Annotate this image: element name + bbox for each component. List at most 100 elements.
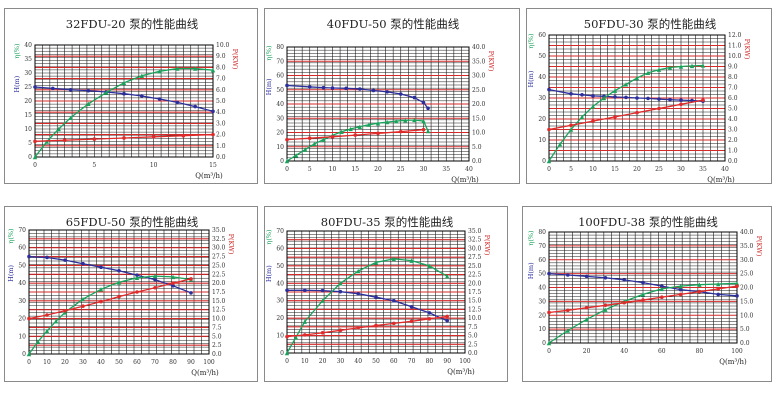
head-point xyxy=(635,96,639,100)
y-right-tick-label: 17.5 xyxy=(212,289,226,296)
power-point xyxy=(330,134,335,139)
eff-point xyxy=(366,122,372,127)
head-point xyxy=(356,291,360,296)
eff-point xyxy=(26,351,32,357)
head-point xyxy=(338,289,343,294)
y-right-tick-label: 7.0 xyxy=(216,76,226,83)
y-right-tick-label: 12.5 xyxy=(468,306,482,313)
eff-point xyxy=(612,88,618,93)
y-left-tick-label: 60 xyxy=(18,245,26,252)
y-right-tick-label: 3.0 xyxy=(216,120,226,127)
power-point xyxy=(33,139,37,144)
y-left-tick-label: 50 xyxy=(18,262,26,269)
power-point xyxy=(62,138,67,142)
eff-point xyxy=(697,282,702,287)
head-point xyxy=(135,273,139,277)
x-tick-label: 40 xyxy=(721,166,729,173)
y-left-tick-label: 60 xyxy=(276,73,284,80)
head-point xyxy=(392,298,396,303)
power-point xyxy=(716,287,720,291)
chart-svg: 50FDU-30 泵的性能曲线01020304050600.01.02.03.0… xyxy=(527,17,751,184)
x-tick-label: 70 xyxy=(408,358,416,365)
y-right-tick-label: 20.0 xyxy=(472,101,486,108)
x-tick-label: 15 xyxy=(209,162,217,169)
eff-point xyxy=(53,319,59,324)
eff-point xyxy=(134,275,140,281)
power-point xyxy=(678,292,683,297)
grid xyxy=(286,230,466,354)
plot-frame xyxy=(286,46,470,162)
chart-panel: 40FDU-50 泵的性能曲线 0 10 20 30 40 50 60 70 80 0.0 5.0 10… xyxy=(264,8,520,184)
chart-svg: 32FDU-20 泵的性能曲线 0 5 10 15 20 25 30 35 40 0.0 1.0 2.0… xyxy=(13,17,239,180)
eff-point xyxy=(584,317,589,322)
y-right-tick-label: 22.5 xyxy=(212,271,226,278)
x-tick-label: 15 xyxy=(351,166,359,173)
eff-point xyxy=(590,104,596,109)
y-right-tick-label: 10.0 xyxy=(468,315,482,322)
x-tick-label: 50 xyxy=(115,359,123,366)
x-tick-label: 60 xyxy=(133,359,141,366)
chart-svg: 65FDU-50 泵的性能曲线 0 10 20 30 40 50 60 70 0.0 2.5 5.0 7… xyxy=(7,215,235,377)
power-point xyxy=(566,308,570,313)
y-right-tick-label: 0.0 xyxy=(216,154,226,161)
eff-point xyxy=(348,126,353,132)
x-tick-label: 80 xyxy=(426,358,434,365)
head-point xyxy=(285,288,289,293)
power-point xyxy=(27,316,31,321)
x-tick-label: 15 xyxy=(611,166,619,173)
x-axis-label: Q(m³/h) xyxy=(447,368,475,376)
eff-point xyxy=(659,286,664,292)
x-tick-label: 100 xyxy=(459,358,471,365)
x-tick-label: 30 xyxy=(337,358,345,365)
y-right-tick-label: 5.0 xyxy=(472,144,482,151)
head-point xyxy=(646,96,650,101)
chart-title: 100FDU-38 泵的性能曲线 xyxy=(578,215,718,229)
eff-point xyxy=(175,66,180,71)
power-point xyxy=(735,284,739,288)
power-point xyxy=(603,303,608,308)
head-point xyxy=(117,268,121,273)
y-right-label: P(KW) xyxy=(487,51,495,72)
y-right-tick-label: 8.0 xyxy=(216,64,226,71)
chart-panel: 80FDU-35 泵的性能曲线 0 10 20 30 40 50 60 70 0.0 2.5 5.0 7… xyxy=(264,206,508,382)
eff-point xyxy=(80,296,86,302)
y-right-tick-label: 0.0 xyxy=(728,158,738,165)
head-point xyxy=(566,273,570,277)
x-tick-label: 20 xyxy=(583,348,591,355)
eff-point xyxy=(546,158,552,164)
power-point xyxy=(409,319,414,324)
head-point xyxy=(374,295,378,300)
eff-point xyxy=(409,258,414,263)
head-point xyxy=(624,95,628,100)
head-point xyxy=(45,255,49,260)
x-tick-label: 30 xyxy=(677,166,685,173)
y-right-tick-label: 3.0 xyxy=(728,127,738,134)
eff-point xyxy=(293,335,299,340)
head-point xyxy=(569,92,573,96)
x-tick-label: 10 xyxy=(43,359,51,366)
y-left-label-h: H(m) xyxy=(527,262,535,279)
y-right-tick-label: 25.0 xyxy=(740,271,754,278)
eff-point xyxy=(734,281,740,286)
y-right-tick-label: 7.5 xyxy=(468,324,478,331)
head-curve xyxy=(548,88,704,102)
eff-point xyxy=(667,65,673,70)
y-right-tick-label: 40.0 xyxy=(740,229,754,236)
eff-point xyxy=(565,328,570,333)
y-left-tick-label: 50 xyxy=(276,263,284,270)
eff-point xyxy=(557,142,563,147)
eff-point xyxy=(35,339,41,344)
head-point xyxy=(175,100,180,105)
x-tick-label: 100 xyxy=(203,359,215,366)
head-point xyxy=(716,292,720,297)
head-point xyxy=(421,100,426,105)
head-point xyxy=(591,94,595,98)
power-point xyxy=(569,123,573,128)
eff-point xyxy=(139,73,144,78)
y-right-tick-label: 25.0 xyxy=(212,262,226,269)
head-point xyxy=(303,288,307,293)
chart-panel: 100FDU-38 泵的性能曲线 0 10 20 30 40 50 60 70 80 0.0 5.0 1… xyxy=(522,206,772,382)
y-right-tick-label: 2.5 xyxy=(212,342,222,349)
y-right-tick-label: 7.5 xyxy=(212,324,222,331)
power-point xyxy=(181,133,186,138)
